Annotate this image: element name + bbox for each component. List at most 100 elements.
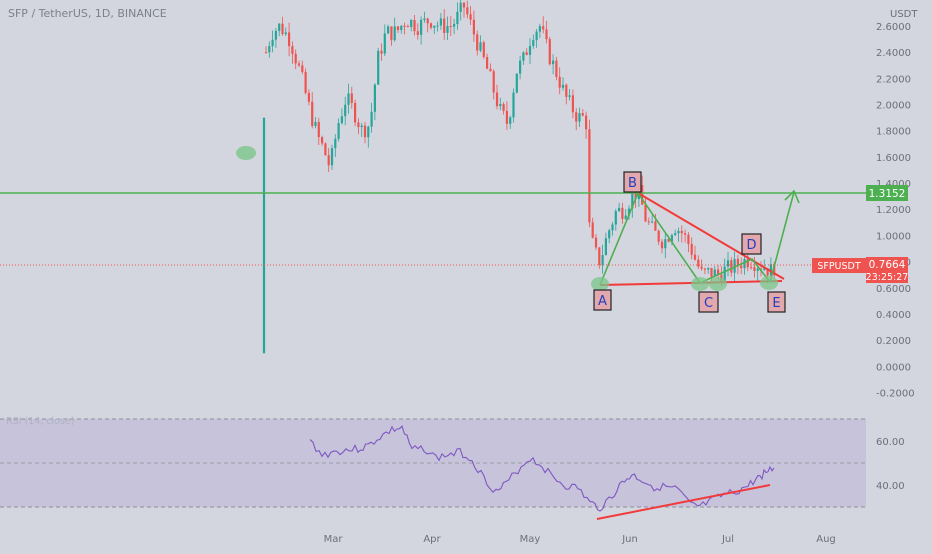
candle-body	[621, 207, 624, 219]
candle-body	[697, 259, 700, 267]
candle-body	[453, 24, 456, 27]
candle-body	[677, 230, 680, 234]
candle-body	[410, 19, 413, 28]
candle-body	[334, 138, 337, 149]
candle-body	[311, 101, 314, 126]
candle-body	[618, 207, 621, 212]
candle-body	[367, 126, 370, 138]
candle-body	[396, 26, 400, 30]
price-axis[interactable]: 2.6000 2.4000 2.2000 2.0000 1.8000 1.6000 1.40…	[876, 22, 915, 400]
candle-body	[651, 221, 654, 223]
green-marker-ellipse	[236, 146, 256, 160]
candle-body	[740, 265, 743, 269]
candle-body	[743, 259, 746, 269]
candle-body	[505, 110, 508, 124]
candle-body	[492, 71, 495, 93]
breakout-arrow-line	[769, 191, 795, 283]
rsi-pane[interactable]: RSI (14, close) 60.00 40.00	[0, 416, 905, 520]
pattern-label-d: D	[741, 233, 762, 255]
candle-body	[535, 31, 538, 41]
candle-body	[571, 95, 574, 113]
candle-body	[482, 42, 485, 58]
candle-body	[581, 113, 584, 116]
candle-body	[509, 117, 512, 124]
price-tick-label: 1.0000	[876, 231, 911, 242]
candle-body	[693, 254, 697, 260]
candle-body	[327, 155, 330, 166]
price-tick-label: 2.0000	[876, 101, 911, 112]
candle-body	[594, 237, 598, 248]
candle-body	[499, 104, 502, 107]
candle-body	[301, 65, 304, 72]
candle-body	[660, 241, 664, 249]
candle-body	[756, 268, 759, 271]
candle-body	[766, 268, 769, 276]
candle-body	[561, 84, 565, 88]
countdown-timer: 23:25:27	[866, 272, 909, 283]
candle-body	[406, 26, 409, 28]
candle-body	[337, 123, 340, 139]
candle-body	[446, 25, 449, 33]
currency-label: USDT	[890, 9, 918, 20]
candle-body	[393, 26, 396, 41]
candle-body	[383, 33, 386, 54]
price-tick-label: 1.8000	[876, 127, 911, 138]
candle-body	[377, 50, 380, 85]
candle-body	[278, 23, 281, 31]
candle-body	[288, 32, 291, 47]
candle-body	[344, 104, 347, 117]
current-price-tag: SFPUSDT 0.7664 23:25:27	[812, 257, 908, 283]
candle-body	[532, 40, 535, 46]
candle-body	[773, 264, 776, 276]
candle-body	[515, 73, 518, 93]
candle-body	[588, 129, 591, 223]
candle-body	[291, 46, 294, 54]
candle-body	[354, 102, 357, 123]
candle-body	[604, 238, 607, 256]
candle-body	[360, 125, 363, 128]
candle-body	[420, 19, 423, 35]
candle-body	[558, 76, 561, 88]
price-tick-label: 1.4000	[876, 179, 911, 190]
candle-body	[439, 18, 442, 26]
candle-body	[710, 267, 713, 277]
candle-body	[680, 230, 683, 234]
current-price-value: 0.7664	[869, 259, 906, 271]
pattern-drawing	[591, 189, 800, 291]
candle-body	[578, 113, 581, 122]
candle-body	[512, 92, 515, 118]
candle-body	[390, 26, 393, 41]
candle-body	[403, 25, 406, 27]
candle-body	[733, 258, 736, 273]
candle-body	[271, 39, 274, 47]
candle-body	[449, 25, 452, 27]
time-label-aug: Aug	[816, 534, 836, 545]
rsi-tick-40: 40.00	[876, 481, 905, 492]
time-label-jul: Jul	[721, 534, 734, 545]
candle-body	[294, 53, 297, 64]
candle-body	[753, 267, 756, 271]
candle-body	[674, 233, 677, 236]
candle-body	[423, 18, 426, 20]
candle-body	[726, 260, 730, 267]
candle-body	[324, 143, 327, 156]
pattern-label-c: C	[698, 291, 719, 313]
candle-body	[730, 260, 733, 273]
candle-body	[433, 25, 436, 28]
candle-body	[363, 125, 367, 138]
time-axis[interactable]: Mar Apr May Jun Jul Aug	[324, 534, 836, 545]
candle-body	[459, 2, 462, 12]
svg-text:1.3152: 1.3152	[869, 188, 906, 200]
time-label-may: May	[520, 534, 541, 545]
candle-body	[575, 112, 578, 122]
candle-body	[750, 267, 753, 269]
candle-body	[297, 63, 301, 66]
candle-body	[545, 29, 548, 40]
candle-body	[713, 269, 716, 277]
candle-body	[479, 42, 482, 51]
candle-body	[443, 18, 446, 33]
candle-body	[723, 266, 726, 282]
svg-text:E: E	[772, 296, 780, 311]
candle-body	[413, 19, 416, 32]
